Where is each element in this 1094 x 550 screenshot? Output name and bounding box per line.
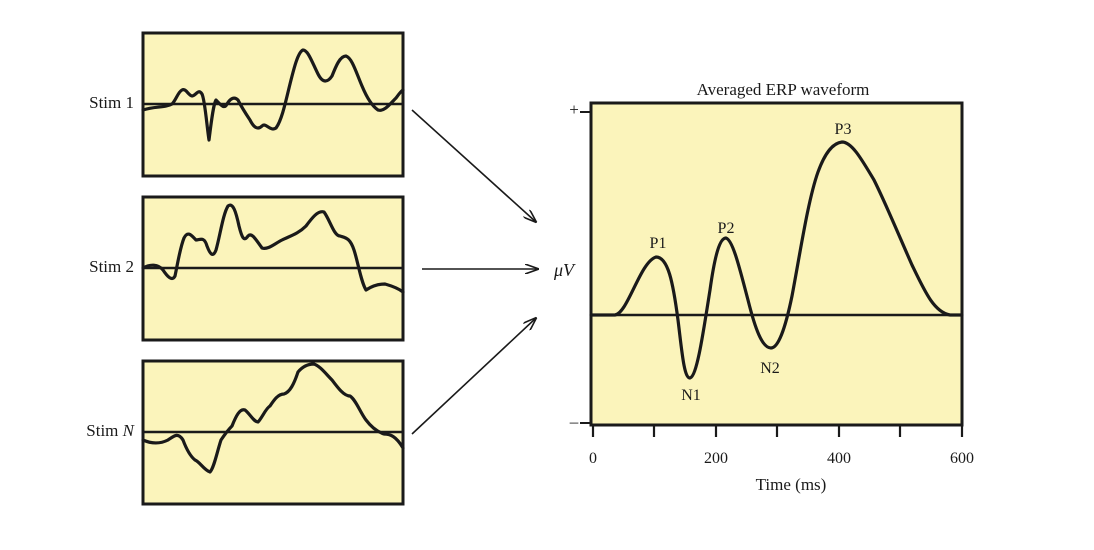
y-minus-label: –: [569, 412, 579, 431]
x-tick-label-0: 0: [589, 450, 597, 467]
stim-1-label: Stim 1: [89, 93, 134, 112]
stim-1-trace: [141, 48, 405, 142]
stim-2-label: Stim 2: [89, 257, 134, 276]
erp-plot-background: [589, 101, 964, 427]
x-tick-label-200: 200: [704, 450, 728, 467]
x-axis-label: Time (ms): [756, 475, 827, 494]
x-tick-label-400: 400: [827, 450, 851, 467]
x-tick-label-600: 600: [950, 450, 974, 467]
arrow-stim-1-to-average: [411, 109, 536, 222]
stim-n-trace: [141, 362, 405, 474]
stim-2-panel: Stim 2: [89, 195, 405, 342]
x-axis-ticks: [591, 425, 964, 437]
peak-label-n1: N1: [681, 387, 701, 404]
stim-2-trace: [141, 203, 405, 294]
peak-label-p3: P3: [835, 121, 852, 138]
y-plus-label: +: [569, 100, 579, 119]
erp-waveform: [589, 140, 964, 380]
stim-n-label: Stim N: [86, 421, 135, 440]
stim-n-panel: Stim N: [86, 359, 405, 506]
erp-title: Averaged ERP waveform: [697, 80, 870, 99]
averaged-erp-panel: Averaged ERP waveform + – μV 0 200 400 6…: [553, 80, 974, 494]
peak-label-n2: N2: [760, 360, 780, 377]
peak-label-p1: P1: [650, 235, 667, 252]
peak-label-p2: P2: [718, 220, 735, 237]
y-axis-label: μV: [553, 260, 576, 280]
arrow-stim-n-to-average: [411, 318, 536, 435]
stim-1-panel: Stim 1: [89, 31, 405, 178]
